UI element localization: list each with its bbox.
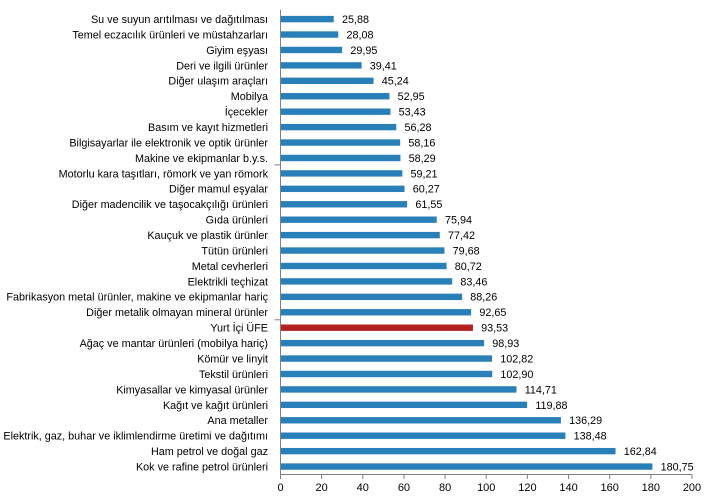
svg-text:93,53: 93,53	[481, 323, 508, 335]
svg-text:61,55: 61,55	[415, 199, 442, 211]
svg-text:39,41: 39,41	[370, 60, 397, 72]
svg-text:Tekstil ürünleri: Tekstil ürünleri	[199, 369, 268, 381]
svg-text:25,88: 25,88	[342, 14, 369, 26]
svg-text:98,93: 98,93	[492, 338, 519, 350]
svg-text:Tütün ürünleri: Tütün ürünleri	[201, 245, 268, 257]
svg-text:53,43: 53,43	[399, 107, 426, 119]
svg-text:58,29: 58,29	[409, 153, 436, 165]
svg-text:Gıda ürünleri: Gıda ürünleri	[206, 215, 268, 227]
svg-text:Mobilya: Mobilya	[231, 91, 268, 103]
svg-text:Ham petrol ve doğal gaz: Ham petrol ve doğal gaz	[151, 446, 268, 458]
svg-text:88,26: 88,26	[470, 292, 497, 304]
svg-text:102,82: 102,82	[500, 353, 533, 365]
svg-text:Diğer ulaşım araçları: Diğer ulaşım araçları	[168, 76, 268, 88]
svg-text:Motorlu kara taşıtları, römork: Motorlu kara taşıtları, römork ve yan rö…	[59, 168, 269, 180]
svg-text:Giyim eşyası: Giyim eşyası	[206, 45, 268, 57]
svg-text:Deri ve ilgili ürünler: Deri ve ilgili ürünler	[176, 60, 268, 72]
svg-text:200: 200	[683, 482, 701, 494]
svg-text:Ağaç ve mantar ürünleri (mobil: Ağaç ve mantar ürünleri (mobilya hariç)	[80, 338, 268, 350]
svg-text:75,94: 75,94	[445, 215, 472, 227]
svg-text:120: 120	[518, 482, 536, 494]
svg-text:52,95: 52,95	[398, 91, 425, 103]
svg-text:114,71: 114,71	[525, 384, 557, 396]
svg-text:162,84: 162,84	[624, 446, 657, 458]
svg-text:Kimyasallar ve kimyasal ürünle: Kimyasallar ve kimyasal ürünler	[116, 384, 268, 396]
svg-text:28,08: 28,08	[346, 29, 373, 41]
svg-text:58,16: 58,16	[408, 137, 435, 149]
svg-text:56,28: 56,28	[405, 122, 432, 134]
svg-text:29,95: 29,95	[350, 45, 377, 57]
svg-text:160: 160	[601, 482, 619, 494]
svg-text:59,21: 59,21	[411, 168, 438, 180]
svg-text:77,42: 77,42	[448, 230, 475, 242]
svg-text:40: 40	[357, 482, 369, 494]
svg-text:Yurt İçi ÜFE: Yurt İçi ÜFE	[210, 322, 268, 335]
svg-text:180: 180	[642, 482, 660, 494]
svg-text:83,46: 83,46	[460, 276, 487, 288]
svg-text:Diğer metalik olmayan mineral: Diğer metalik olmayan mineral ürünler	[86, 307, 268, 319]
svg-text:Temel eczacılık ürünleri ve mü: Temel eczacılık ürünleri ve müstahzarlar…	[72, 29, 268, 41]
svg-text:45,24: 45,24	[382, 76, 409, 88]
svg-text:140: 140	[559, 482, 577, 494]
svg-text:138,48: 138,48	[574, 431, 607, 443]
svg-text:100: 100	[477, 482, 495, 494]
svg-text:Kok ve rafine petrol ürünleri: Kok ve rafine petrol ürünleri	[136, 461, 268, 473]
svg-text:60,27: 60,27	[413, 184, 440, 196]
svg-text:Su ve suyun arıtılması ve dağı: Su ve suyun arıtılması ve dağıtılması	[91, 14, 268, 26]
svg-text:Kağıt ve kağıt ürünleri: Kağıt ve kağıt ürünleri	[163, 400, 268, 412]
svg-text:Elektrik, gaz, buhar ve ikliml: Elektrik, gaz, buhar ve iklimlendirme ür…	[3, 431, 268, 443]
svg-text:80,72: 80,72	[455, 261, 482, 273]
svg-text:Basım ve kayıt hizmetleri: Basım ve kayıt hizmetleri	[148, 122, 268, 134]
svg-text:180,75: 180,75	[661, 461, 694, 473]
svg-text:Diğer madencilik ve taşocakçıl: Diğer madencilik ve taşocakçılığı ürünle…	[72, 199, 268, 211]
svg-text:İçecekler: İçecekler	[225, 106, 269, 119]
svg-text:136,29: 136,29	[569, 415, 602, 427]
svg-text:Ana metaller: Ana metaller	[207, 415, 268, 427]
svg-text:Bilgisayarlar ile elektronik v: Bilgisayarlar ile elektronik ve optik ür…	[69, 137, 268, 149]
svg-text:Kömür ve linyit: Kömür ve linyit	[197, 353, 268, 365]
svg-text:80: 80	[439, 482, 451, 494]
svg-text:Makine ve ekipmanlar b.y.s.: Makine ve ekipmanlar b.y.s.	[135, 153, 268, 165]
svg-text:Metal cevherleri: Metal cevherleri	[192, 261, 268, 273]
svg-text:79,68: 79,68	[453, 245, 480, 257]
svg-text:Elektrikli teçhizat: Elektrikli teçhizat	[188, 276, 268, 288]
svg-text:102,90: 102,90	[500, 369, 533, 381]
svg-text:92,65: 92,65	[479, 307, 506, 319]
svg-text:Kauçuk ve plastik ürünler: Kauçuk ve plastik ürünler	[147, 230, 268, 242]
svg-text:60: 60	[398, 482, 410, 494]
svg-text:0: 0	[277, 482, 283, 494]
svg-text:Diğer mamul eşyalar: Diğer mamul eşyalar	[169, 184, 268, 196]
svg-text:Fabrikasyon metal ürünler, mak: Fabrikasyon metal ürünler, makine ve eki…	[6, 292, 268, 304]
svg-text:20: 20	[316, 482, 328, 494]
svg-text:119,88: 119,88	[535, 400, 567, 412]
